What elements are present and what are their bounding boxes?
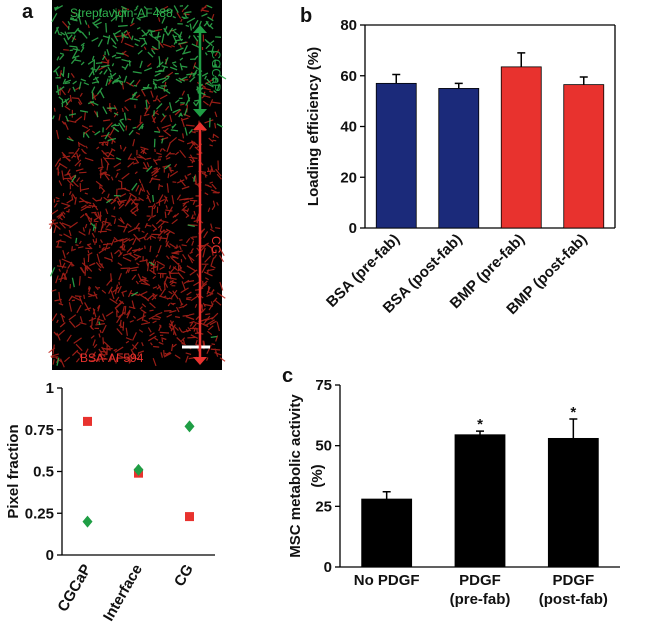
panel-label: c: [282, 365, 293, 387]
bar: [547, 437, 599, 568]
bar: [438, 88, 480, 229]
y-tick-label: 0: [46, 547, 54, 564]
significance: *: [570, 404, 576, 421]
x-tick-label: PDGF: [552, 572, 594, 589]
point: [82, 515, 93, 528]
panel-label: b: [300, 5, 312, 27]
point: [83, 416, 92, 426]
y-tick-label: 50: [315, 438, 332, 455]
y-tick-label: 60: [340, 68, 357, 85]
y-axis-label: MSC metabolic activity: [287, 394, 304, 558]
y-tick-label: 20: [340, 169, 357, 186]
x-tick-label: CG: [171, 562, 197, 590]
y-tick-label: 0.25: [25, 505, 54, 522]
y-tick-label: 0.75: [25, 422, 54, 439]
point: [185, 512, 194, 522]
error-bar: [454, 82, 463, 89]
x-tick-label: (post-fab): [539, 591, 608, 608]
error-bar: [382, 491, 391, 500]
y-tick-label: 0.5: [33, 464, 54, 481]
image-label: Streptavidin-AF488: [70, 6, 173, 20]
error-bar: [392, 73, 401, 84]
point: [133, 463, 144, 476]
bar: [563, 84, 605, 229]
image-label: BSA-AF594: [80, 351, 144, 365]
y-axis-label: Pixel fraction: [5, 424, 22, 518]
arrow-head: [193, 122, 207, 130]
error-bar: [569, 418, 578, 439]
arrow-head: [193, 109, 207, 117]
region-label: CGCaP: [209, 50, 223, 91]
y-axis-label: (%): [309, 464, 326, 487]
point: [184, 420, 195, 433]
y-tick-label: 0: [349, 220, 357, 237]
panel-label: a: [22, 1, 34, 23]
error-bar: [579, 76, 588, 85]
y-tick-label: 40: [340, 119, 357, 136]
arrow-head: [193, 25, 207, 33]
x-tick-label: CGCaP: [54, 562, 95, 615]
y-tick-label: 75: [315, 377, 332, 394]
region-label: CG: [209, 236, 223, 254]
error-bar: [517, 52, 526, 67]
bar: [500, 66, 542, 229]
y-tick-label: 25: [315, 498, 332, 515]
bar: [361, 498, 413, 568]
x-tick-label: (pre-fab): [450, 591, 511, 608]
x-tick-label: No PDGF: [354, 572, 420, 589]
y-tick-label: 1: [46, 380, 54, 397]
significance: *: [477, 416, 483, 433]
arrow-head: [193, 357, 207, 365]
x-tick-label: Interface: [100, 562, 146, 625]
x-tick-label: PDGF: [459, 572, 501, 589]
y-tick-label: 0: [324, 559, 332, 576]
texture-green: [49, 4, 227, 366]
bar: [375, 82, 417, 229]
y-tick-label: 80: [340, 17, 357, 34]
bar: [454, 434, 506, 568]
y-axis-label: Loading efficiency (%): [305, 47, 322, 206]
error-bar: [476, 430, 484, 435]
